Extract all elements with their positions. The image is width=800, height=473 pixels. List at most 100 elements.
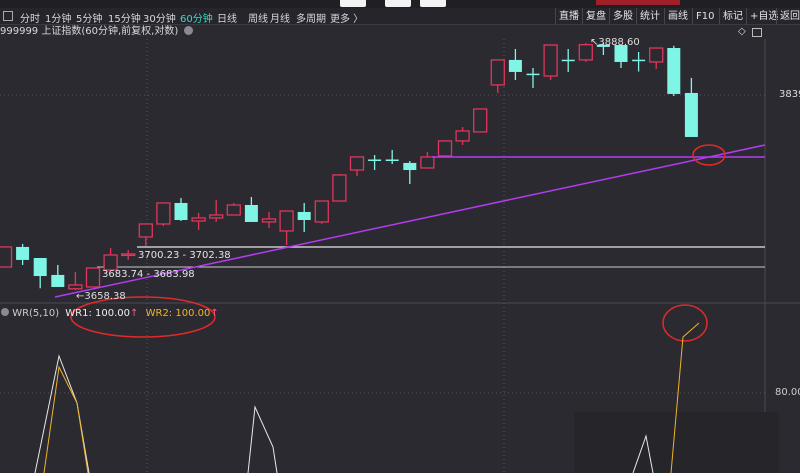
tab-multi-period[interactable]: 多周期 bbox=[296, 14, 326, 25]
candle[interactable] bbox=[561, 48, 575, 72]
candle[interactable] bbox=[368, 154, 382, 171]
candle[interactable] bbox=[121, 249, 136, 260]
candle[interactable] bbox=[578, 42, 593, 62]
tab-30min[interactable]: 30分钟 bbox=[143, 14, 176, 25]
indicator-name: WR(5,10) bbox=[12, 308, 60, 319]
candle[interactable] bbox=[385, 149, 399, 165]
top-menu-button[interactable] bbox=[420, 0, 446, 7]
up-arrow-icon: ↑ bbox=[130, 308, 139, 319]
chart-title: 999999 上证指数(60分钟,前复权,对数) bbox=[0, 26, 179, 37]
candle-body bbox=[667, 48, 681, 94]
tab-more[interactable]: 更多 〉 bbox=[330, 14, 364, 25]
candle[interactable] bbox=[437, 140, 453, 157]
candle[interactable] bbox=[508, 48, 522, 80]
candle[interactable] bbox=[314, 200, 329, 224]
candle[interactable] bbox=[667, 45, 681, 96]
candle[interactable] bbox=[490, 59, 505, 93]
candle-body bbox=[314, 200, 329, 223]
live-button[interactable]: 直播 bbox=[555, 8, 579, 25]
rising-trendline[interactable] bbox=[54, 144, 766, 298]
candle-body bbox=[279, 210, 294, 232]
tab-15min[interactable]: 15分钟 bbox=[108, 14, 141, 25]
mark-button[interactable]: 标记 bbox=[719, 8, 743, 25]
annotation-circle bbox=[692, 144, 726, 166]
candle[interactable] bbox=[261, 211, 277, 228]
stats-button[interactable]: 统计 bbox=[636, 8, 660, 25]
back-button[interactable]: 返回 bbox=[776, 8, 800, 25]
sidebar-toggle-icon[interactable] bbox=[752, 28, 762, 37]
tab-5min[interactable]: 5分钟 bbox=[76, 14, 103, 25]
candle-body bbox=[138, 223, 153, 238]
candle-body bbox=[596, 44, 610, 47]
candle[interactable] bbox=[51, 264, 65, 287]
candle[interactable] bbox=[632, 51, 646, 72]
candle[interactable] bbox=[526, 67, 540, 88]
indicator-settings-icon[interactable] bbox=[1, 308, 9, 316]
low-price-label: ←3658.38 bbox=[76, 291, 126, 302]
wr1-value: WR1: 100.00 bbox=[65, 308, 131, 319]
candle-body bbox=[103, 254, 118, 271]
annotation-circle bbox=[662, 304, 708, 342]
candle[interactable] bbox=[226, 202, 241, 216]
draw-line-button[interactable]: 画线 bbox=[664, 8, 688, 25]
candle[interactable] bbox=[455, 126, 470, 146]
candle[interactable] bbox=[209, 199, 224, 222]
indicator-header: WR(5,10) WR1: 100.00↑ WR2: 100.00↑ bbox=[1, 308, 219, 319]
candle[interactable] bbox=[649, 47, 664, 69]
candle[interactable] bbox=[420, 151, 435, 169]
candle[interactable] bbox=[403, 161, 417, 184]
candle[interactable] bbox=[473, 108, 488, 133]
candle-body bbox=[455, 130, 470, 142]
multi-stock-button[interactable]: 多股 bbox=[609, 8, 633, 25]
candle[interactable] bbox=[16, 243, 30, 265]
tab-fenshi[interactable]: 分时 bbox=[20, 14, 40, 25]
candle[interactable] bbox=[596, 42, 610, 55]
candle[interactable] bbox=[156, 202, 171, 227]
tab-week[interactable]: 周线 bbox=[248, 14, 268, 25]
candle[interactable] bbox=[0, 246, 13, 268]
arrow-icon: ↖ bbox=[590, 37, 599, 48]
candle-body bbox=[0, 246, 13, 268]
candle-body bbox=[332, 174, 347, 202]
diamond-icon[interactable]: ◇ bbox=[738, 26, 746, 37]
candle[interactable] bbox=[543, 44, 558, 80]
candle[interactable] bbox=[174, 198, 188, 221]
candle[interactable] bbox=[349, 156, 365, 177]
candle[interactable] bbox=[138, 223, 153, 246]
tab-day[interactable]: 日线 bbox=[217, 14, 237, 25]
tab-1min[interactable]: 1分钟 bbox=[45, 14, 72, 25]
arrow-icon: ← bbox=[76, 291, 85, 302]
f10-button[interactable]: F10 bbox=[692, 8, 714, 25]
tab-month[interactable]: 月线 bbox=[270, 14, 290, 25]
candle[interactable] bbox=[244, 196, 258, 222]
candle-body bbox=[490, 59, 505, 86]
candle[interactable] bbox=[33, 258, 47, 289]
candle-body bbox=[261, 218, 277, 223]
candle[interactable] bbox=[614, 45, 628, 68]
candle[interactable] bbox=[191, 212, 206, 230]
candle[interactable] bbox=[68, 271, 83, 290]
candle-body bbox=[473, 108, 488, 133]
candle[interactable] bbox=[332, 173, 347, 202]
candle-body bbox=[508, 59, 522, 72]
tab-60min[interactable]: 60分钟 bbox=[180, 14, 213, 25]
candle-body bbox=[121, 253, 136, 257]
candle-body bbox=[51, 274, 65, 287]
top-menu-button[interactable] bbox=[340, 0, 366, 7]
top-menu-button[interactable] bbox=[385, 0, 411, 7]
candle-body bbox=[226, 204, 241, 216]
candle-body bbox=[578, 44, 593, 61]
panel-toggle-icon[interactable] bbox=[3, 11, 13, 21]
candle-body bbox=[543, 44, 558, 77]
candle-body bbox=[85, 267, 101, 288]
candle[interactable] bbox=[103, 248, 118, 271]
candle[interactable] bbox=[684, 77, 698, 137]
settings-dropdown-icon[interactable] bbox=[184, 26, 194, 35]
candle-body bbox=[684, 92, 698, 137]
review-button[interactable]: 复盘 bbox=[582, 8, 606, 25]
add-watchlist-button[interactable]: +自选 bbox=[746, 8, 778, 25]
candle[interactable] bbox=[85, 267, 101, 288]
candle[interactable] bbox=[279, 210, 294, 246]
candle[interactable] bbox=[297, 202, 311, 232]
